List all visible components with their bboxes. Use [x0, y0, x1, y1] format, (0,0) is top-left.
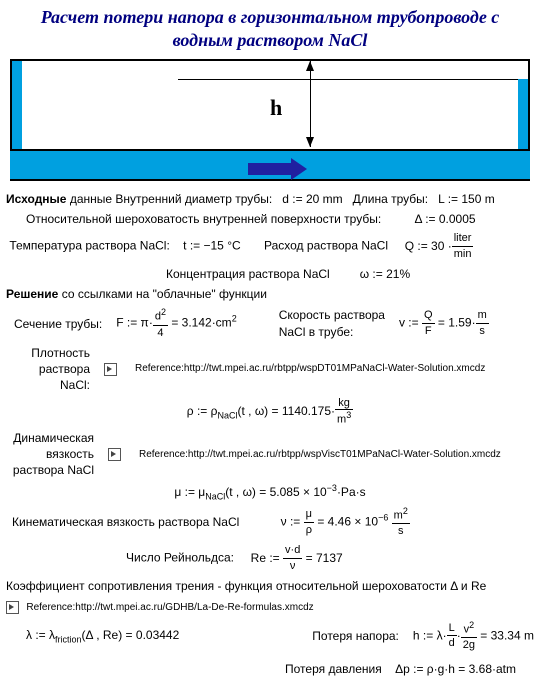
input-heading: Исходные: [6, 192, 66, 206]
title-line-2: водным раствором NaCl: [173, 30, 368, 50]
dp-expr: Δp := ρ·g·h = 3.68·atm: [395, 662, 516, 676]
nu-label: Кинематическая вязкость раствора NaCl: [12, 514, 239, 530]
page-title: Расчет потери напора в горизонтальном тр…: [6, 6, 534, 51]
water-right: [518, 79, 528, 149]
solution-heading-row: Решение со ссылками на "облачные" функци…: [6, 286, 534, 302]
lambda-expr: λ := λfriction(Δ , Re) = 0.03442: [26, 627, 179, 646]
length-label: Длина трубы:: [353, 192, 428, 206]
dp-label: Потеря давления: [285, 662, 382, 676]
nu-row: Кинематическая вязкость раствора NaCl ν …: [6, 505, 534, 539]
roughness-label: Относительной шероховатость внутренней п…: [26, 212, 381, 226]
water-level-line: [178, 79, 518, 80]
reference-icon[interactable]: [6, 601, 19, 614]
reference-icon[interactable]: [108, 448, 121, 461]
dp-row: Потеря давления Δp := ρ·g·h = 3.68·atm: [6, 661, 534, 677]
input-row-1: Исходные данные Внутренний диаметр трубы…: [6, 191, 534, 207]
friction-label: Коэффициент сопротивления трения - функц…: [6, 578, 534, 594]
frame-right: [528, 59, 530, 151]
title-line-1: Расчет потери напора в горизонтальном тр…: [41, 7, 500, 27]
lambda-head-row: λ := λfriction(Δ , Re) = 0.03442 Потеря …: [6, 619, 534, 653]
velocity-label: Скорость раствора NaCl в трубе:: [279, 307, 385, 339]
input-row-4: Концентрация раствора NaCl ω := 21%: [6, 266, 534, 282]
reference-2: Reference:http://twt.mpei.ac.ru/rbtpp/ws…: [139, 448, 501, 462]
F-expr: F := π·d24 = 3.142·cm2: [116, 306, 236, 340]
L-value: L := 150 m: [438, 192, 495, 206]
mu-expr: μ := μNaCl(t , ω) = 5.085 × 10−3·Pa·s: [6, 483, 534, 501]
flow-label: Расход раствора NaCl: [264, 239, 388, 253]
flow-arrow: [248, 158, 307, 180]
re-expr: Re := v·dν = 7137: [251, 551, 343, 565]
water-left: [12, 61, 22, 149]
flow-value: Q := 30 ·litermin: [401, 239, 473, 253]
nu-expr: ν := μρ = 4.46 × 10−6 m2s: [281, 505, 410, 539]
d-value: d := 20 mm: [282, 192, 342, 206]
input-row-3: Температура раствора NaCl: t := −15 °C Р…: [6, 231, 534, 262]
reference-icon[interactable]: [104, 363, 117, 376]
solution-heading-rest: со ссылками на "облачные" функции: [58, 287, 267, 301]
input-row-2: Относительной шероховатость внутренней п…: [26, 211, 534, 227]
height-arrow: [310, 61, 311, 147]
rho-expr: ρ := ρNaCl(t , ω) = 1140.175·kgm3: [6, 397, 534, 426]
roughness-value: Δ := 0.0005: [415, 212, 476, 226]
re-row: Число Рейнольдса: Re := v·dν = 7137: [6, 543, 534, 574]
solution-heading: Решение: [6, 287, 58, 301]
input-diameter-label: данные Внутренний диаметр трубы:: [66, 192, 272, 206]
v-expr: v := QF = 1.59·ms: [399, 308, 489, 339]
re-label: Число Рейнольдса:: [126, 551, 234, 565]
mu-label: Динамическая вязкость раствора NaCl: [6, 430, 94, 479]
reference-3: Reference:http://twt.mpei.ac.ru/GDHB/La-…: [26, 602, 313, 613]
ref3-row: Reference:http://twt.mpei.ac.ru/GDHB/La-…: [6, 598, 534, 615]
reference-1: Reference:http://twt.mpei.ac.ru/rbtpp/ws…: [135, 362, 485, 376]
head-expr: h := λ·Ld·v22g = 33.34 m: [413, 619, 534, 653]
head-label: Потеря напора:: [312, 628, 399, 644]
viscosity-dyn-row: Динамическая вязкость раствора NaCl Refe…: [6, 430, 534, 479]
frame-top: [10, 59, 530, 61]
pipe-diagram: h: [10, 59, 530, 181]
section-velocity-row: Сечение трубы: F := π·d24 = 3.142·cm2 Ск…: [6, 306, 534, 340]
temp-label: Температура раствора NaCl:: [9, 239, 169, 253]
density-row: Плотность раствора NaCl: Reference:http:…: [6, 345, 534, 394]
conc-label: Концентрация раствора NaCl: [166, 267, 330, 281]
section-label: Сечение трубы:: [14, 316, 102, 332]
density-label: Плотность раствора NaCl:: [6, 345, 90, 394]
conc-value: ω := 21%: [360, 267, 410, 281]
height-label: h: [270, 95, 282, 121]
temp-value: t := −15 °C: [183, 239, 241, 253]
